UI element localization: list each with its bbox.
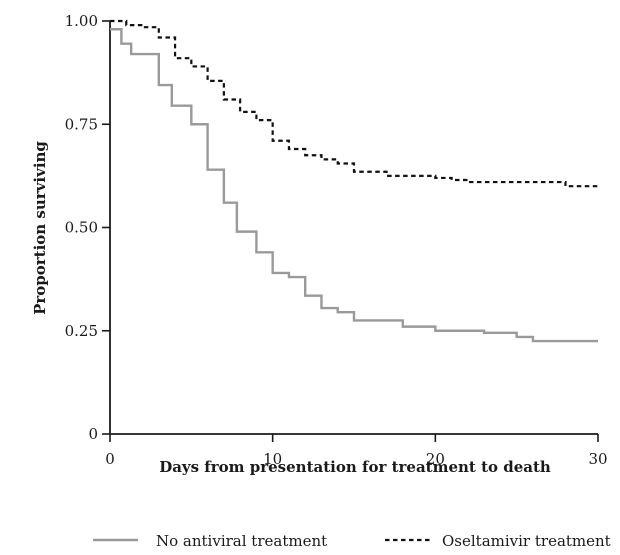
legend-label-oseltamivir: Oseltamivir treatment bbox=[442, 532, 611, 550]
x-tick-label: 30 bbox=[588, 450, 607, 468]
x-ticks: 0 10 20 30 bbox=[105, 434, 608, 468]
axes bbox=[109, 21, 598, 435]
y-tick-label: 0.50 bbox=[65, 219, 98, 237]
y-tick-label: 1.00 bbox=[65, 12, 98, 30]
legend: No antiviral treatment Oseltamivir treat… bbox=[93, 532, 611, 550]
x-tick-label: 10 bbox=[263, 450, 282, 468]
x-tick-label: 0 bbox=[105, 450, 115, 468]
series-line-oseltamivir bbox=[110, 19, 598, 188]
y-ticks: 0 0.25 0.50 0.75 1.00 bbox=[65, 12, 110, 443]
y-tick-label: 0 bbox=[88, 425, 98, 443]
series-line-no-antiviral bbox=[110, 28, 598, 343]
y-tick-label: 0.75 bbox=[65, 115, 98, 133]
legend-label-no-antiviral: No antiviral treatment bbox=[156, 532, 327, 550]
series-layer bbox=[110, 19, 598, 343]
y-tick-label: 0.25 bbox=[65, 322, 98, 340]
x-axis-title: Days from presentation for treatment to … bbox=[159, 458, 551, 476]
y-axis-title: Proportion surviving bbox=[31, 141, 49, 315]
x-tick-label: 20 bbox=[426, 450, 445, 468]
